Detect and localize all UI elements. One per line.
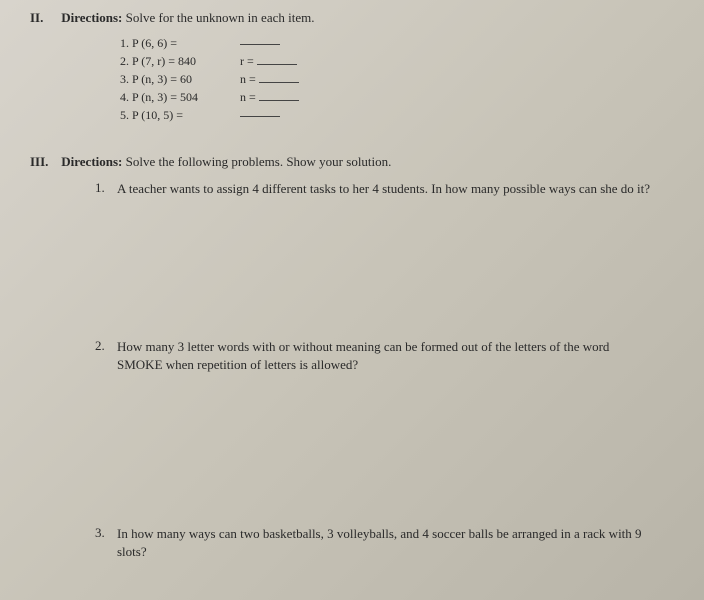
answer-blank[interactable] [240,34,280,45]
problems-list: 1. A teacher wants to assign 4 different… [95,180,674,561]
perm-eq: 4. P (n, 3) = 504 [120,88,240,106]
section-3-header: III. Directions: Solve the following pro… [30,154,674,170]
perm-row-5: 5. P (10, 5) = [120,106,674,124]
perm-row-4: 4. P (n, 3) = 504 n = [120,88,674,106]
problem-text: A teacher wants to assign 4 different ta… [117,180,674,198]
permutation-list: 1. P (6, 6) = 2. P (7, r) = 840 r = 3. P… [120,34,674,124]
section-3: III. Directions: Solve the following pro… [30,154,674,561]
problem-text: How many 3 letter words with or without … [117,338,674,374]
directions-label: Directions: [61,10,122,25]
perm-var: r = [240,52,300,70]
problem-num: 3. [95,525,117,561]
perm-row-2: 2. P (7, r) = 840 r = [120,52,674,70]
directions-label: Directions: [61,154,122,169]
perm-eq: 2. P (7, r) = 840 [120,52,240,70]
perm-var: n = [240,70,300,88]
answer-blank[interactable] [257,54,297,65]
answer-blank[interactable] [259,72,299,83]
var-label: n = [240,90,256,104]
perm-eq: 1. P (6, 6) = [120,34,240,52]
perm-eq: 3. P (n, 3) = 60 [120,70,240,88]
section-3-num: III. [30,154,58,170]
var-label: n = [240,72,256,86]
section-2-header: II. Directions: Solve for the unknown in… [30,10,674,26]
problem-1: 1. A teacher wants to assign 4 different… [95,180,674,198]
perm-row-1: 1. P (6, 6) = [120,34,674,52]
section-2-num: II. [30,10,58,26]
worksheet-page: II. Directions: Solve for the unknown in… [0,0,704,581]
answer-blank[interactable] [259,90,299,101]
section-3-text: Solve the following problems. Show your … [126,154,392,169]
problem-3: 3. In how many ways can two basketballs,… [95,525,674,561]
problem-text: In how many ways can two basketballs, 3 … [117,525,674,561]
section-2-text: Solve for the unknown in each item. [126,10,315,25]
answer-blank[interactable] [240,106,280,117]
perm-var: n = [240,88,300,106]
problem-num: 2. [95,338,117,374]
problem-num: 1. [95,180,117,198]
perm-eq: 5. P (10, 5) = [120,106,240,124]
problem-2: 2. How many 3 letter words with or witho… [95,338,674,374]
var-label: r = [240,54,254,68]
perm-row-3: 3. P (n, 3) = 60 n = [120,70,674,88]
